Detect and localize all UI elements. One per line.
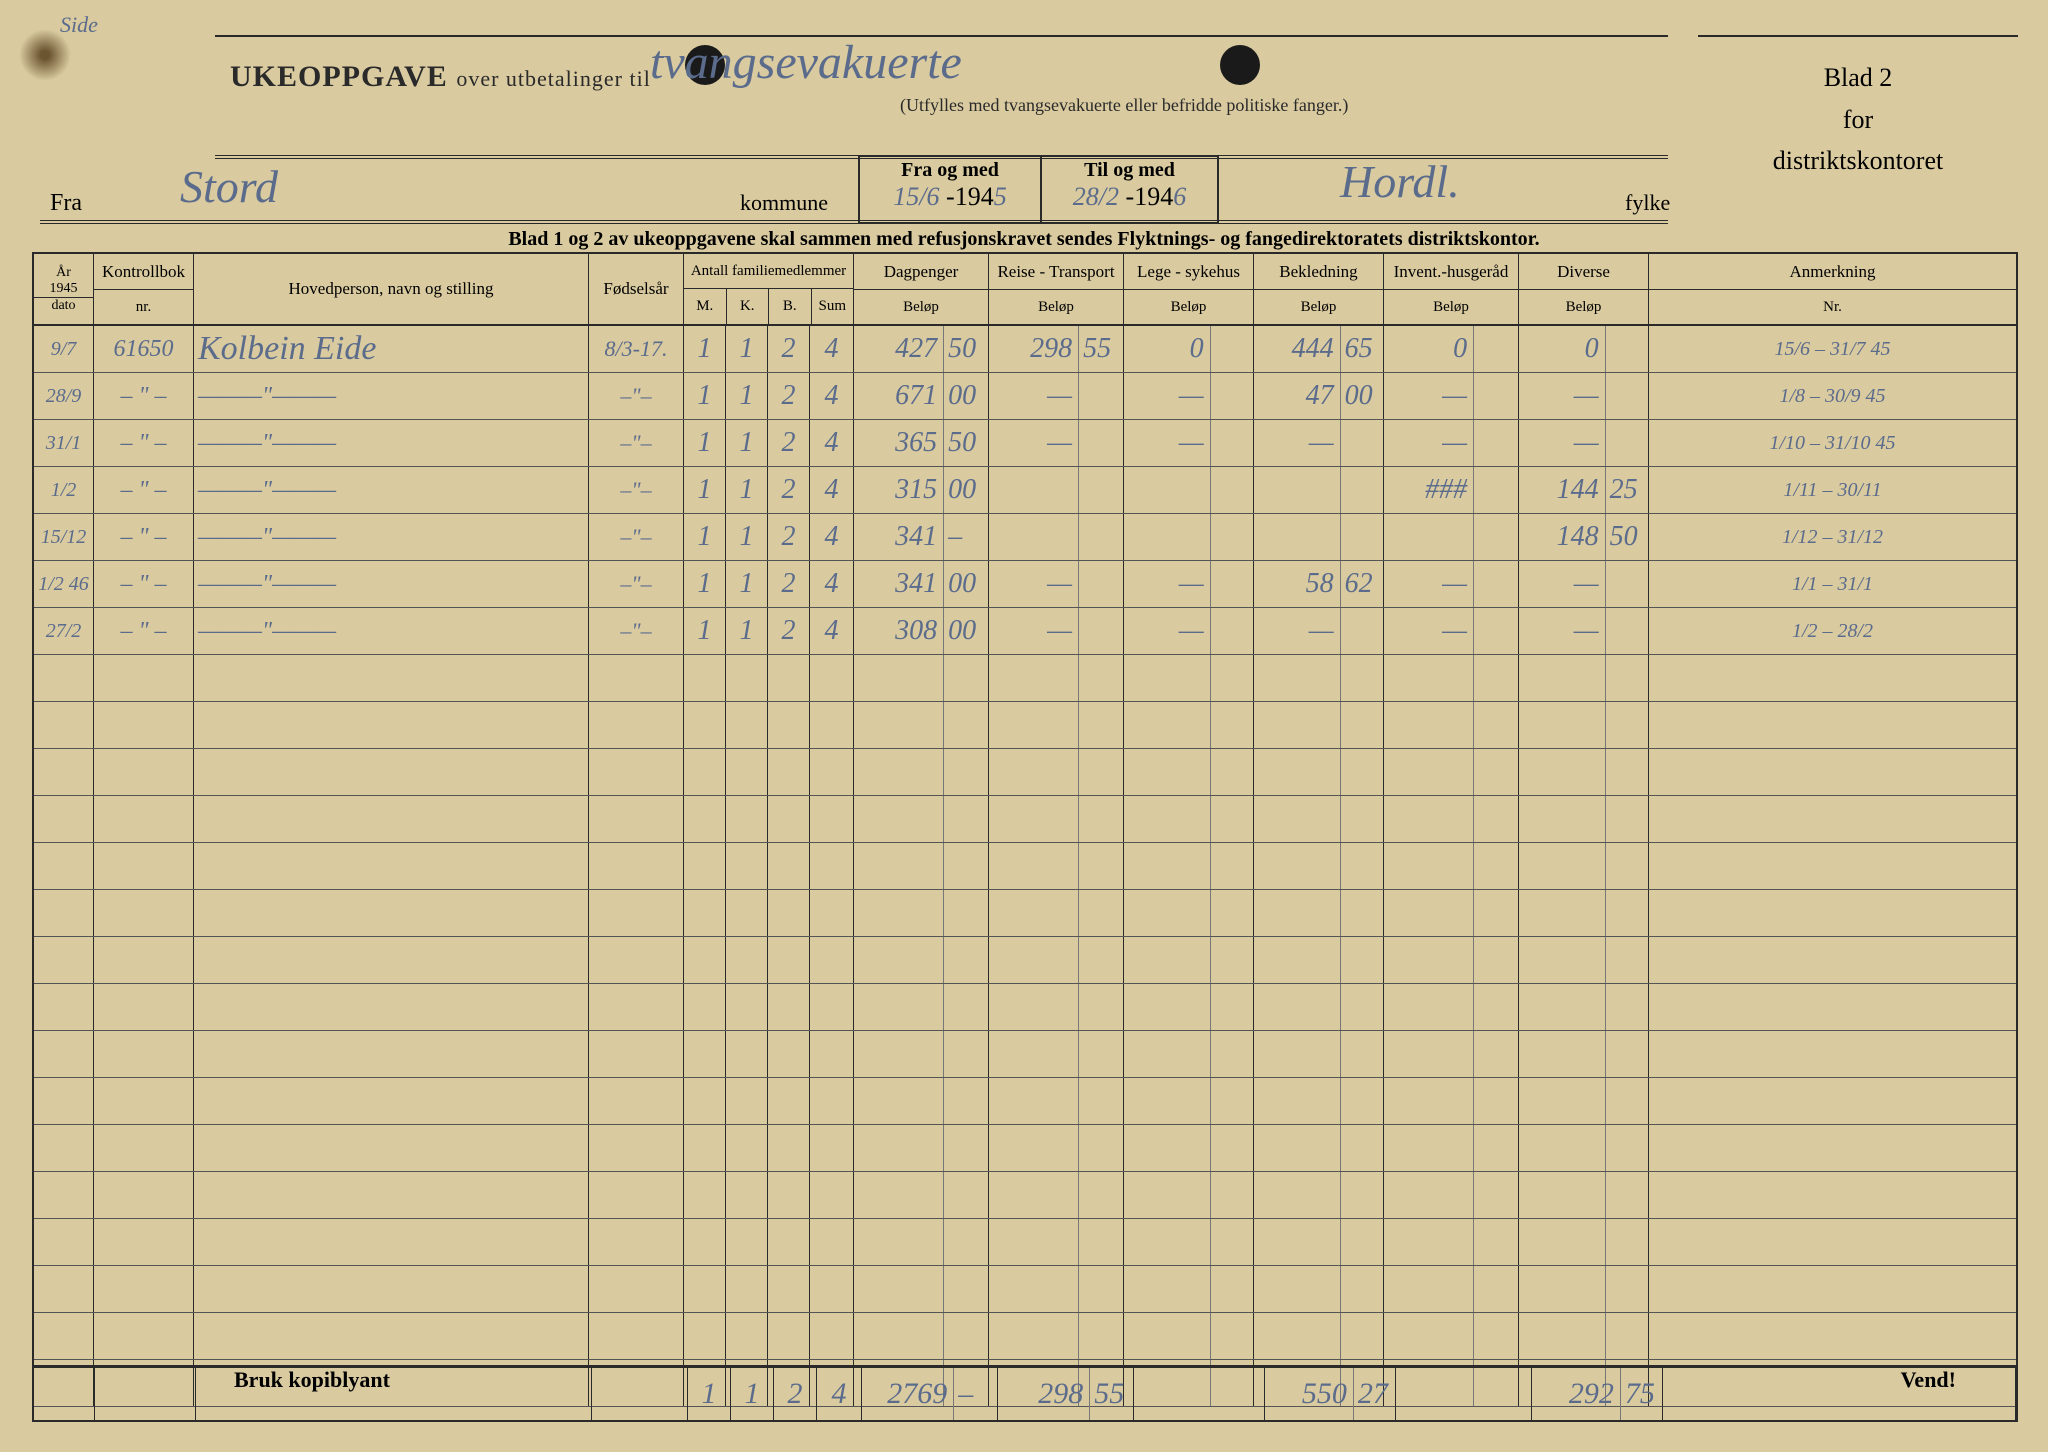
col-kontroll: Kontrollbok nr. xyxy=(94,254,194,324)
vend-label: Vend! xyxy=(1901,1354,1956,1406)
table-row: 15/12 – " – ———"——— –"– 1 1 2 4 341– 148… xyxy=(34,514,2016,561)
subtitle-note: (Utfylles med tvangsevakuerte eller befr… xyxy=(900,95,1348,116)
form-title: UKEOPPGAVE over utbetalinger til xyxy=(230,60,651,94)
side-label: Side xyxy=(60,12,98,38)
table-row: 27/2 – " – ———"——— –"– 1 1 2 4 30800 — —… xyxy=(34,608,2016,655)
col-inventar: Invent.-husgerådBeløp xyxy=(1384,254,1519,324)
table-row-empty xyxy=(34,702,2016,749)
table-row-empty xyxy=(34,1266,2016,1313)
date-from-label: Fra og med xyxy=(860,157,1040,182)
col-dagpenger: DagpengerBeløp xyxy=(854,254,989,324)
fylke-name: Hordl. xyxy=(1340,155,1460,208)
col-fodsel: Fødselsår xyxy=(589,254,684,324)
date-from-box: Fra og med 15/6 -1945 xyxy=(858,155,1042,224)
table-row: 1/2 46 – " – ———"——— –"– 1 1 2 4 34100 —… xyxy=(34,561,2016,608)
table-row-empty xyxy=(34,1219,2016,1266)
table-row-empty xyxy=(34,937,2016,984)
table-row-empty xyxy=(34,1078,2016,1125)
sheet-id-block: Blad 2 for distriktskontoret xyxy=(1698,35,2018,237)
date-to-value: 28/2 xyxy=(1073,182,1119,211)
col-anmerkning: AnmerkningNr. xyxy=(1649,254,2016,324)
ledger-table: År 1945 dato Kontrollbok nr. Hovedperson… xyxy=(32,252,2018,1422)
col-bekledning: BekledningBeløp xyxy=(1254,254,1384,324)
col-hoved: Hovedperson, navn og stilling xyxy=(194,254,589,324)
kommune-label: kommune xyxy=(740,190,828,216)
table-header: År 1945 dato Kontrollbok nr. Hovedperson… xyxy=(34,254,2016,326)
table-row: 28/9 – " – ———"——— –"– 1 1 2 4 67100 — —… xyxy=(34,373,2016,420)
date-to-label: Til og med xyxy=(1042,157,1217,182)
distrikt-line: distriktskontoret xyxy=(1698,140,2018,182)
totals-row: Bruk kopiblyant 1 1 2 4 2769– 29855 5502… xyxy=(34,1365,2016,1420)
for-line: for xyxy=(1698,99,2018,141)
table-row-empty xyxy=(34,890,2016,937)
table-row-empty xyxy=(34,1313,2016,1360)
table-row: 31/1 – " – ———"——— –"– 1 1 2 4 36550 — —… xyxy=(34,420,2016,467)
to-year: 6 xyxy=(1173,182,1186,211)
table-row: 9/7 61650 Kolbein Eide 8/3-17. 1 1 2 4 4… xyxy=(34,326,2016,373)
title-sub: over utbetalinger til xyxy=(456,66,651,91)
col-diverse: DiverseBeløp xyxy=(1519,254,1649,324)
table-row-empty xyxy=(34,796,2016,843)
kommune-name: Stord xyxy=(180,160,278,213)
fra-label: Fra xyxy=(50,190,82,217)
from-year: 5 xyxy=(994,182,1007,211)
table-row: 1/2 – " – ———"——— –"– 1 1 2 4 31500 ### … xyxy=(34,467,2016,514)
ledger-page: Side UKEOPPGAVE over utbetalinger til tv… xyxy=(0,0,2048,1452)
col-lege: Lege - sykehusBeløp xyxy=(1124,254,1254,324)
table-body: 9/7 61650 Kolbein Eide 8/3-17. 1 1 2 4 4… xyxy=(34,326,2016,1407)
date-from-value: 15/6 xyxy=(893,182,939,211)
year-prefix: -194 xyxy=(1126,182,1174,211)
table-row-empty xyxy=(34,1172,2016,1219)
date-to-box: Til og med 28/2 -1946 xyxy=(1040,155,1219,224)
col-year: År 1945 dato xyxy=(34,254,94,324)
fylke-label: fylke xyxy=(1625,190,1670,216)
instruction-line: Blad 1 og 2 av ukeoppgavene skal sammen … xyxy=(0,228,2048,251)
year-prefix: -194 xyxy=(946,182,994,211)
table-row-empty xyxy=(34,1031,2016,1078)
col-fam: Antall familiemedlemmer M. K. B. Sum xyxy=(684,254,854,324)
table-row-empty xyxy=(34,655,2016,702)
bruk-label: Bruk kopiblyant xyxy=(234,1354,390,1406)
blad-line: Blad 2 xyxy=(1698,57,2018,99)
col-reise: Reise - TransportBeløp xyxy=(989,254,1124,324)
table-row-empty xyxy=(34,1125,2016,1172)
payment-recipient: tvangsevakuerte xyxy=(650,35,962,90)
title-bold: UKEOPPGAVE xyxy=(230,60,448,93)
table-row-empty xyxy=(34,749,2016,796)
table-row-empty xyxy=(34,984,2016,1031)
table-row-empty xyxy=(34,843,2016,890)
